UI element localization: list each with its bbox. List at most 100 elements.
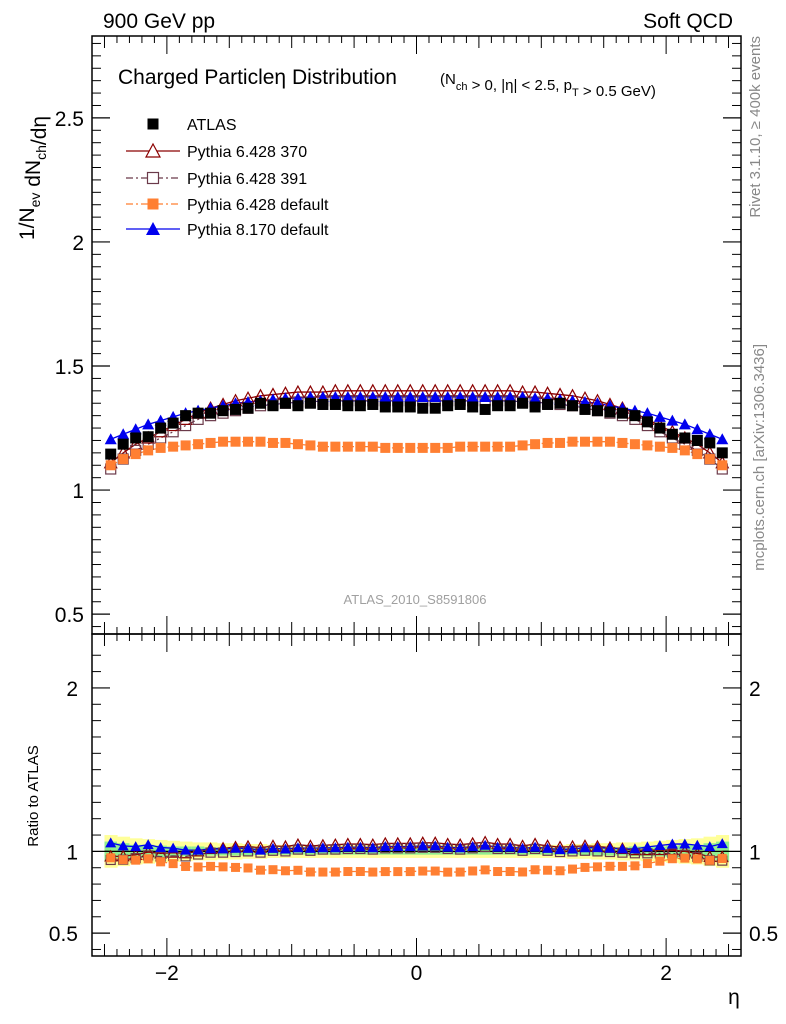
main-ytick-label: 0.5 xyxy=(55,604,84,627)
marker-pdefault-main xyxy=(380,442,391,453)
marker-pdefault-main xyxy=(442,442,453,453)
chart-title-dist: Distribution xyxy=(286,66,397,89)
marker-atlas-main xyxy=(492,400,504,412)
marker-p8-ratio xyxy=(454,842,466,853)
marker-p8-ratio xyxy=(467,840,479,851)
marker-pdefault-ratio xyxy=(255,865,265,875)
marker-pdefault-ratio xyxy=(568,864,578,874)
ratio-xtick-label: 0 xyxy=(411,962,423,985)
marker-pdefault-ratio xyxy=(218,862,228,872)
marker-p8-ratio xyxy=(691,839,703,850)
marker-p8-ratio xyxy=(716,838,728,849)
legend-label-p370: Pythia 6.428 370 xyxy=(187,144,307,161)
marker-p8-main xyxy=(504,391,517,403)
legend-label-atlas: ATLAS xyxy=(187,117,237,134)
marker-pdefault-ratio xyxy=(580,862,590,872)
marker-p8-ratio xyxy=(180,844,192,855)
ratio-ytick-label: 0.5 xyxy=(49,923,78,946)
marker-atlas-main xyxy=(629,410,641,422)
marker-atlas-main xyxy=(716,447,728,459)
cuts-text-part: (N xyxy=(440,71,456,88)
marker-p8-ratio xyxy=(292,842,304,853)
marker-p8-ratio xyxy=(517,842,529,853)
marker-pdefault-main xyxy=(305,440,316,451)
marker-atlas-main xyxy=(180,410,192,422)
marker-pdefault-ratio xyxy=(518,867,528,877)
marker-pdefault-main xyxy=(230,436,241,447)
marker-pdefault-main xyxy=(205,437,216,448)
marker-pdefault-ratio xyxy=(418,866,428,876)
marker-p8-ratio xyxy=(579,842,591,853)
marker-pdefault-main xyxy=(130,449,141,460)
cuts-subscript: ch xyxy=(456,81,468,93)
ylabel-subscript: ev xyxy=(27,193,43,208)
marker-p8-ratio xyxy=(130,841,142,852)
marker-pdefault-ratio xyxy=(206,861,216,871)
marker-pdefault-main xyxy=(367,441,378,452)
marker-atlas-main xyxy=(616,407,628,419)
ratio-xtick-label: 2 xyxy=(660,962,672,985)
marker-atlas-main xyxy=(429,402,441,414)
marker-p8-main xyxy=(716,433,729,445)
ratio-xtick-label: −2 xyxy=(155,962,179,985)
marker-p8-main xyxy=(104,433,117,445)
marker-p8-ratio xyxy=(542,842,554,853)
marker-pdefault-ratio xyxy=(330,867,340,877)
marker-p8-ratio xyxy=(604,842,616,853)
marker-atlas-main xyxy=(167,417,179,429)
marker-pdefault-main xyxy=(505,441,516,452)
marker-p8-main xyxy=(341,391,354,403)
marker-pdefault-ratio xyxy=(280,866,290,876)
marker-pdefault-ratio xyxy=(243,863,253,873)
marker-p8-main xyxy=(404,391,417,403)
marker-atlas-main xyxy=(417,402,429,414)
marker-pdefault-ratio xyxy=(405,867,415,877)
marker-pdefault-ratio xyxy=(118,855,128,865)
marker-atlas-main xyxy=(567,400,579,412)
marker-atlas-main xyxy=(554,397,566,409)
legend-label-p8: Pythia 8.170 default xyxy=(187,222,329,239)
header-right: Soft QCD xyxy=(643,10,733,33)
main-ytick-label: 2.5 xyxy=(55,108,84,131)
marker-pdefault-ratio xyxy=(530,865,540,875)
marker-pdefault-main xyxy=(555,437,566,448)
ratio-ytick-label-right: 2 xyxy=(749,678,761,701)
marker-pdefault-main xyxy=(180,440,191,451)
marker-pdefault-main xyxy=(143,445,154,456)
marker-p8-main xyxy=(678,418,691,430)
ylabel-part: /dη xyxy=(28,116,51,145)
marker-pdefault-ratio xyxy=(293,865,303,875)
marker-p8-main xyxy=(416,391,429,403)
marker-pdefault-ratio xyxy=(368,867,378,877)
marker-p8-ratio xyxy=(242,842,254,853)
ratio-ytick-label-right: 1 xyxy=(749,841,761,864)
marker-p8-ratio xyxy=(167,842,179,853)
cuts-subscript: T xyxy=(572,87,579,99)
marker-pdefault-main xyxy=(330,441,341,452)
chart-title: Charged Particleη Distribution xyxy=(118,66,397,89)
marker-p8-main xyxy=(666,414,679,426)
legend: ATLAS Pythia 6.428 370 Pythia 6.428 391 Pyt… xyxy=(126,117,329,239)
marker-atlas-main xyxy=(679,432,691,444)
marker-p8-ratio xyxy=(205,843,217,854)
marker-atlas-main xyxy=(130,432,142,444)
marker-p8-ratio xyxy=(654,840,666,851)
marker-pdefault-main xyxy=(193,439,204,450)
legend-marker-p8 xyxy=(146,222,160,235)
marker-p8-ratio xyxy=(629,843,641,854)
marker-atlas-main xyxy=(217,405,229,417)
ylabel-part: dN xyxy=(22,160,45,193)
marker-pdefault-ratio xyxy=(318,867,328,877)
legend-marker-pdefault xyxy=(147,198,159,210)
marker-atlas-main xyxy=(604,406,616,418)
marker-p8-main xyxy=(429,391,442,403)
marker-p8-ratio xyxy=(329,842,341,853)
marker-atlas-main xyxy=(579,403,591,415)
marker-pdefault-main xyxy=(467,441,478,452)
marker-p8-ratio xyxy=(704,841,716,852)
marker-pdefault-ratio xyxy=(193,862,203,872)
marker-pdefault-ratio xyxy=(343,867,353,877)
marker-p8-main xyxy=(641,407,654,419)
main-ytick-label: 1.5 xyxy=(55,356,84,379)
ratio-ytick-label-right: 0.5 xyxy=(749,923,778,946)
